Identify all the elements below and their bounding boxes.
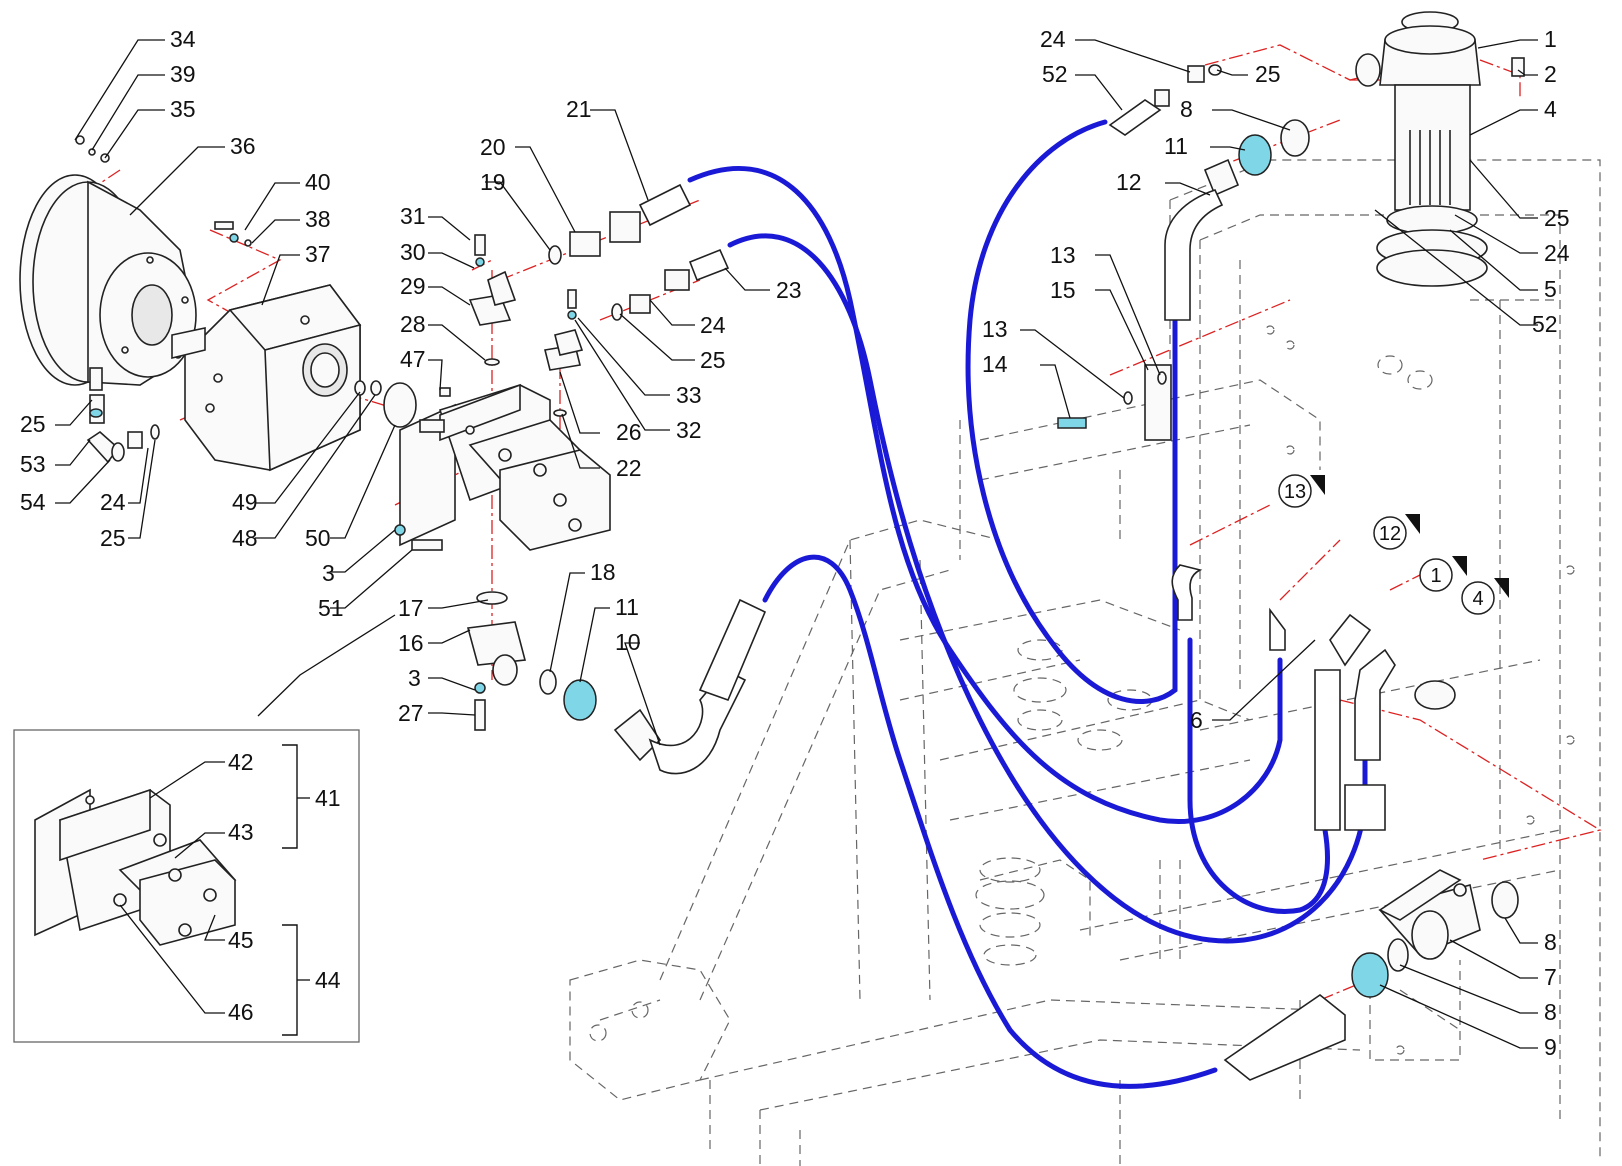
callout-label-28: 28	[400, 311, 426, 337]
callout-label-27: 27	[398, 700, 424, 726]
callout-label-25: 25	[1544, 205, 1570, 231]
callout-label-45: 45	[228, 927, 254, 953]
connection-ref-label: 4	[1472, 588, 1483, 610]
callout-label-6: 6	[1190, 707, 1203, 733]
callout-label-3: 3	[408, 665, 421, 691]
connection-ref-circle	[1278, 474, 1312, 508]
leader-lines	[55, 39, 1538, 1049]
callout-label-32: 32	[676, 417, 702, 443]
callout-label-46: 46	[228, 999, 254, 1025]
callout-label-14: 14	[982, 351, 1008, 377]
callout-label-20: 20	[480, 134, 506, 160]
callout-label-29: 29	[400, 273, 426, 299]
callout-label-52: 52	[1532, 311, 1558, 337]
callout-label-41: 41	[315, 785, 341, 811]
callout-label-7: 7	[1544, 964, 1557, 990]
callout-label-50: 50	[305, 525, 331, 551]
callout-label-44: 44	[315, 967, 341, 993]
callout-label-8: 8	[1544, 999, 1557, 1025]
callout-label-13: 13	[982, 316, 1008, 342]
arrow-icon	[1452, 556, 1467, 576]
gearbox-37	[171, 284, 362, 472]
callout-label-21: 21	[566, 96, 592, 122]
callout-label-40: 40	[305, 169, 331, 195]
inset-pump-detail	[13, 614, 396, 1043]
hose-10	[762, 554, 1218, 1089]
callout-label-48: 48	[232, 525, 258, 551]
callout-label-36: 36	[230, 133, 256, 159]
hose-12	[1187, 637, 1330, 914]
left-fittings	[75, 135, 252, 464]
callout-label-3: 3	[322, 560, 335, 586]
callout-label-9: 9	[1544, 1034, 1557, 1060]
callout-label-53: 53	[20, 451, 46, 477]
callout-label-15: 15	[1050, 277, 1076, 303]
callout-label-2: 2	[1544, 61, 1557, 87]
hose-52	[965, 119, 1178, 704]
callout-label-10: 10	[615, 629, 641, 655]
callout-label-51: 51	[318, 595, 344, 621]
hose-23	[727, 233, 1368, 944]
arrow-icon	[1494, 578, 1509, 598]
connection-ref-circle	[1419, 558, 1453, 592]
connection-refs: 13 12 1 4	[1278, 474, 1509, 615]
flange-fittings	[468, 234, 584, 417]
connection-ref-circle	[1461, 581, 1495, 615]
callout-label-13: 13	[1050, 242, 1076, 268]
callout-label-8: 8	[1180, 96, 1193, 122]
callout-label-34: 34	[170, 26, 196, 52]
callout-label-52: 52	[1042, 61, 1068, 87]
callout-label-39: 39	[170, 61, 196, 87]
hydraulic-hoses	[687, 119, 1368, 1089]
callout-label-47: 47	[400, 346, 426, 372]
callout-label-43: 43	[228, 819, 254, 845]
callout-label-54: 54	[20, 489, 46, 515]
callout-label-25: 25	[20, 411, 46, 437]
filter-assembly	[1355, 11, 1525, 287]
right-lower-fittings	[1171, 564, 1519, 1081]
callout-label-1: 1	[1544, 26, 1557, 52]
callout-label-49: 49	[232, 489, 258, 515]
callout-label-12: 12	[1116, 169, 1142, 195]
callout-label-35: 35	[170, 96, 196, 122]
callout-label-18: 18	[590, 559, 616, 585]
background-frame	[569, 159, 1601, 1166]
callout-label-37: 37	[305, 241, 331, 267]
right-top-fittings	[1057, 64, 1310, 441]
callout-label-33: 33	[676, 382, 702, 408]
callout-label-31: 31	[400, 203, 426, 229]
callout-label-5: 5	[1544, 276, 1557, 302]
arrow-icon	[1405, 514, 1420, 534]
callout-label-24: 24	[1544, 240, 1570, 266]
callout-label-24: 24	[700, 312, 726, 338]
callout-label-17: 17	[398, 595, 424, 621]
callout-label-11: 11	[615, 594, 639, 620]
connection-ref-label: 13	[1284, 481, 1306, 503]
callout-label-25: 25	[1255, 61, 1281, 87]
connection-ref-circle	[1373, 516, 1407, 550]
callout-label-16: 16	[398, 630, 424, 656]
callout-label-22: 22	[616, 455, 642, 481]
callout-label-30: 30	[400, 239, 426, 265]
callout-label-23: 23	[776, 277, 802, 303]
connection-ref-label: 12	[1379, 523, 1401, 545]
upper-hose-fittings	[548, 183, 730, 321]
arrow-icon	[1310, 475, 1325, 495]
callout-label-38: 38	[305, 206, 331, 232]
callout-label-19: 19	[480, 169, 506, 195]
pump-assembly	[354, 380, 611, 551]
callout-label-25: 25	[700, 347, 726, 373]
callout-label-25: 25	[100, 525, 126, 551]
connection-ref-label: 1	[1430, 565, 1441, 587]
callout-label-24: 24	[100, 489, 126, 515]
callout-label-26: 26	[616, 419, 642, 445]
callout-label-11: 11	[1164, 133, 1188, 159]
callout-label-8: 8	[1544, 929, 1557, 955]
callout-label-42: 42	[228, 749, 254, 775]
callout-label-24: 24	[1040, 26, 1066, 52]
drive-housing-36	[19, 174, 197, 386]
callout-label-4: 4	[1544, 96, 1557, 122]
